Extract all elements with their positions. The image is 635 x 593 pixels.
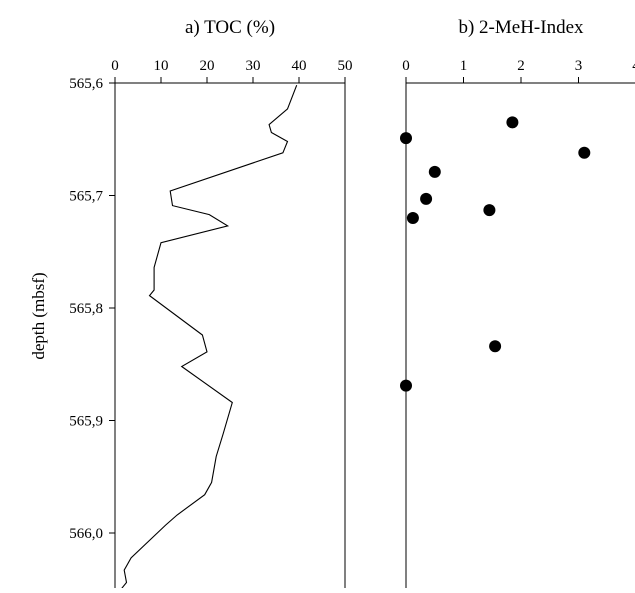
toc-series-line: [121, 85, 298, 593]
x-tick-label: 10: [154, 58, 169, 74]
x-tick-label: 20: [200, 58, 215, 74]
x-tick-label: 40: [292, 58, 307, 74]
y-tick-label: 565,6: [69, 76, 103, 92]
y-axis-label: depth (mbsf): [29, 272, 48, 359]
panel-a: a) TOC (%) 0 10 20 30 40 50 565,6 565,7 565,8 565,…: [29, 17, 353, 593]
data-point: [400, 379, 412, 392]
x-tick-label: 30: [246, 58, 261, 74]
y-tick-label: 565,7: [69, 189, 103, 205]
data-point: [578, 146, 591, 159]
chart-title: b) 2-MeH-Index: [458, 17, 584, 38]
x-tick-label: 0: [402, 58, 410, 74]
y-tick-label: 565,8: [69, 301, 103, 317]
data-point: [489, 340, 502, 353]
data-point: [420, 192, 433, 205]
panel-b: b) 2-MeH-Index 0 1 2 3 4: [400, 17, 635, 588]
data-point: [506, 116, 519, 129]
data-point: [406, 212, 419, 224]
x-tick-label: 50: [338, 58, 353, 74]
data-point: [428, 165, 441, 178]
y-tick-label: 565,9: [69, 414, 103, 430]
x-tick-label: 2: [517, 58, 525, 74]
data-point: [400, 132, 412, 145]
x-tick-label: 4: [632, 58, 635, 74]
x-tick-label: 1: [460, 58, 468, 74]
y-tick-label: 566,0: [69, 526, 103, 542]
x-tick-label: 3: [575, 58, 583, 74]
x-tick-label: 0: [111, 58, 119, 74]
data-point: [483, 204, 496, 217]
chart-title: a) TOC (%): [185, 17, 275, 38]
